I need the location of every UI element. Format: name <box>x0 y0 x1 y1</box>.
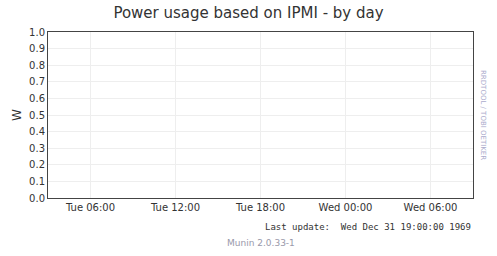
svg-text:0.4: 0.4 <box>29 126 45 137</box>
svg-text:0.0: 0.0 <box>29 193 45 204</box>
svg-text:0.5: 0.5 <box>29 110 45 121</box>
svg-text:0.6: 0.6 <box>29 93 45 104</box>
svg-text:1.0: 1.0 <box>29 27 45 38</box>
svg-text:W: W <box>10 109 24 121</box>
svg-text:Tue 18:00: Tue 18:00 <box>235 202 285 213</box>
svg-text:0.1: 0.1 <box>29 176 45 187</box>
svg-text:Wed 00:00: Wed 00:00 <box>319 202 373 213</box>
svg-text:0.2: 0.2 <box>29 159 45 170</box>
svg-text:0.7: 0.7 <box>29 76 45 87</box>
svg-text:0.9: 0.9 <box>29 43 45 54</box>
svg-text:Power usage based on IPMI - by: Power usage based on IPMI - by day <box>113 4 383 22</box>
svg-text:RRDTOOL / TOBI OETIKER: RRDTOOL / TOBI OETIKER <box>479 70 487 160</box>
svg-text:Wed 06:00: Wed 06:00 <box>404 202 458 213</box>
svg-text:Tue 12:00: Tue 12:00 <box>150 202 200 213</box>
svg-text:0.3: 0.3 <box>29 143 45 154</box>
svg-text:Munin 2.0.33-1: Munin 2.0.33-1 <box>227 238 295 248</box>
svg-text:Tue 06:00: Tue 06:00 <box>65 202 115 213</box>
svg-text:0.8: 0.8 <box>29 60 45 71</box>
svg-text:Last update: Wed Dec 31 19:00: Last update: Wed Dec 31 19:00:00 1969 <box>265 222 471 232</box>
